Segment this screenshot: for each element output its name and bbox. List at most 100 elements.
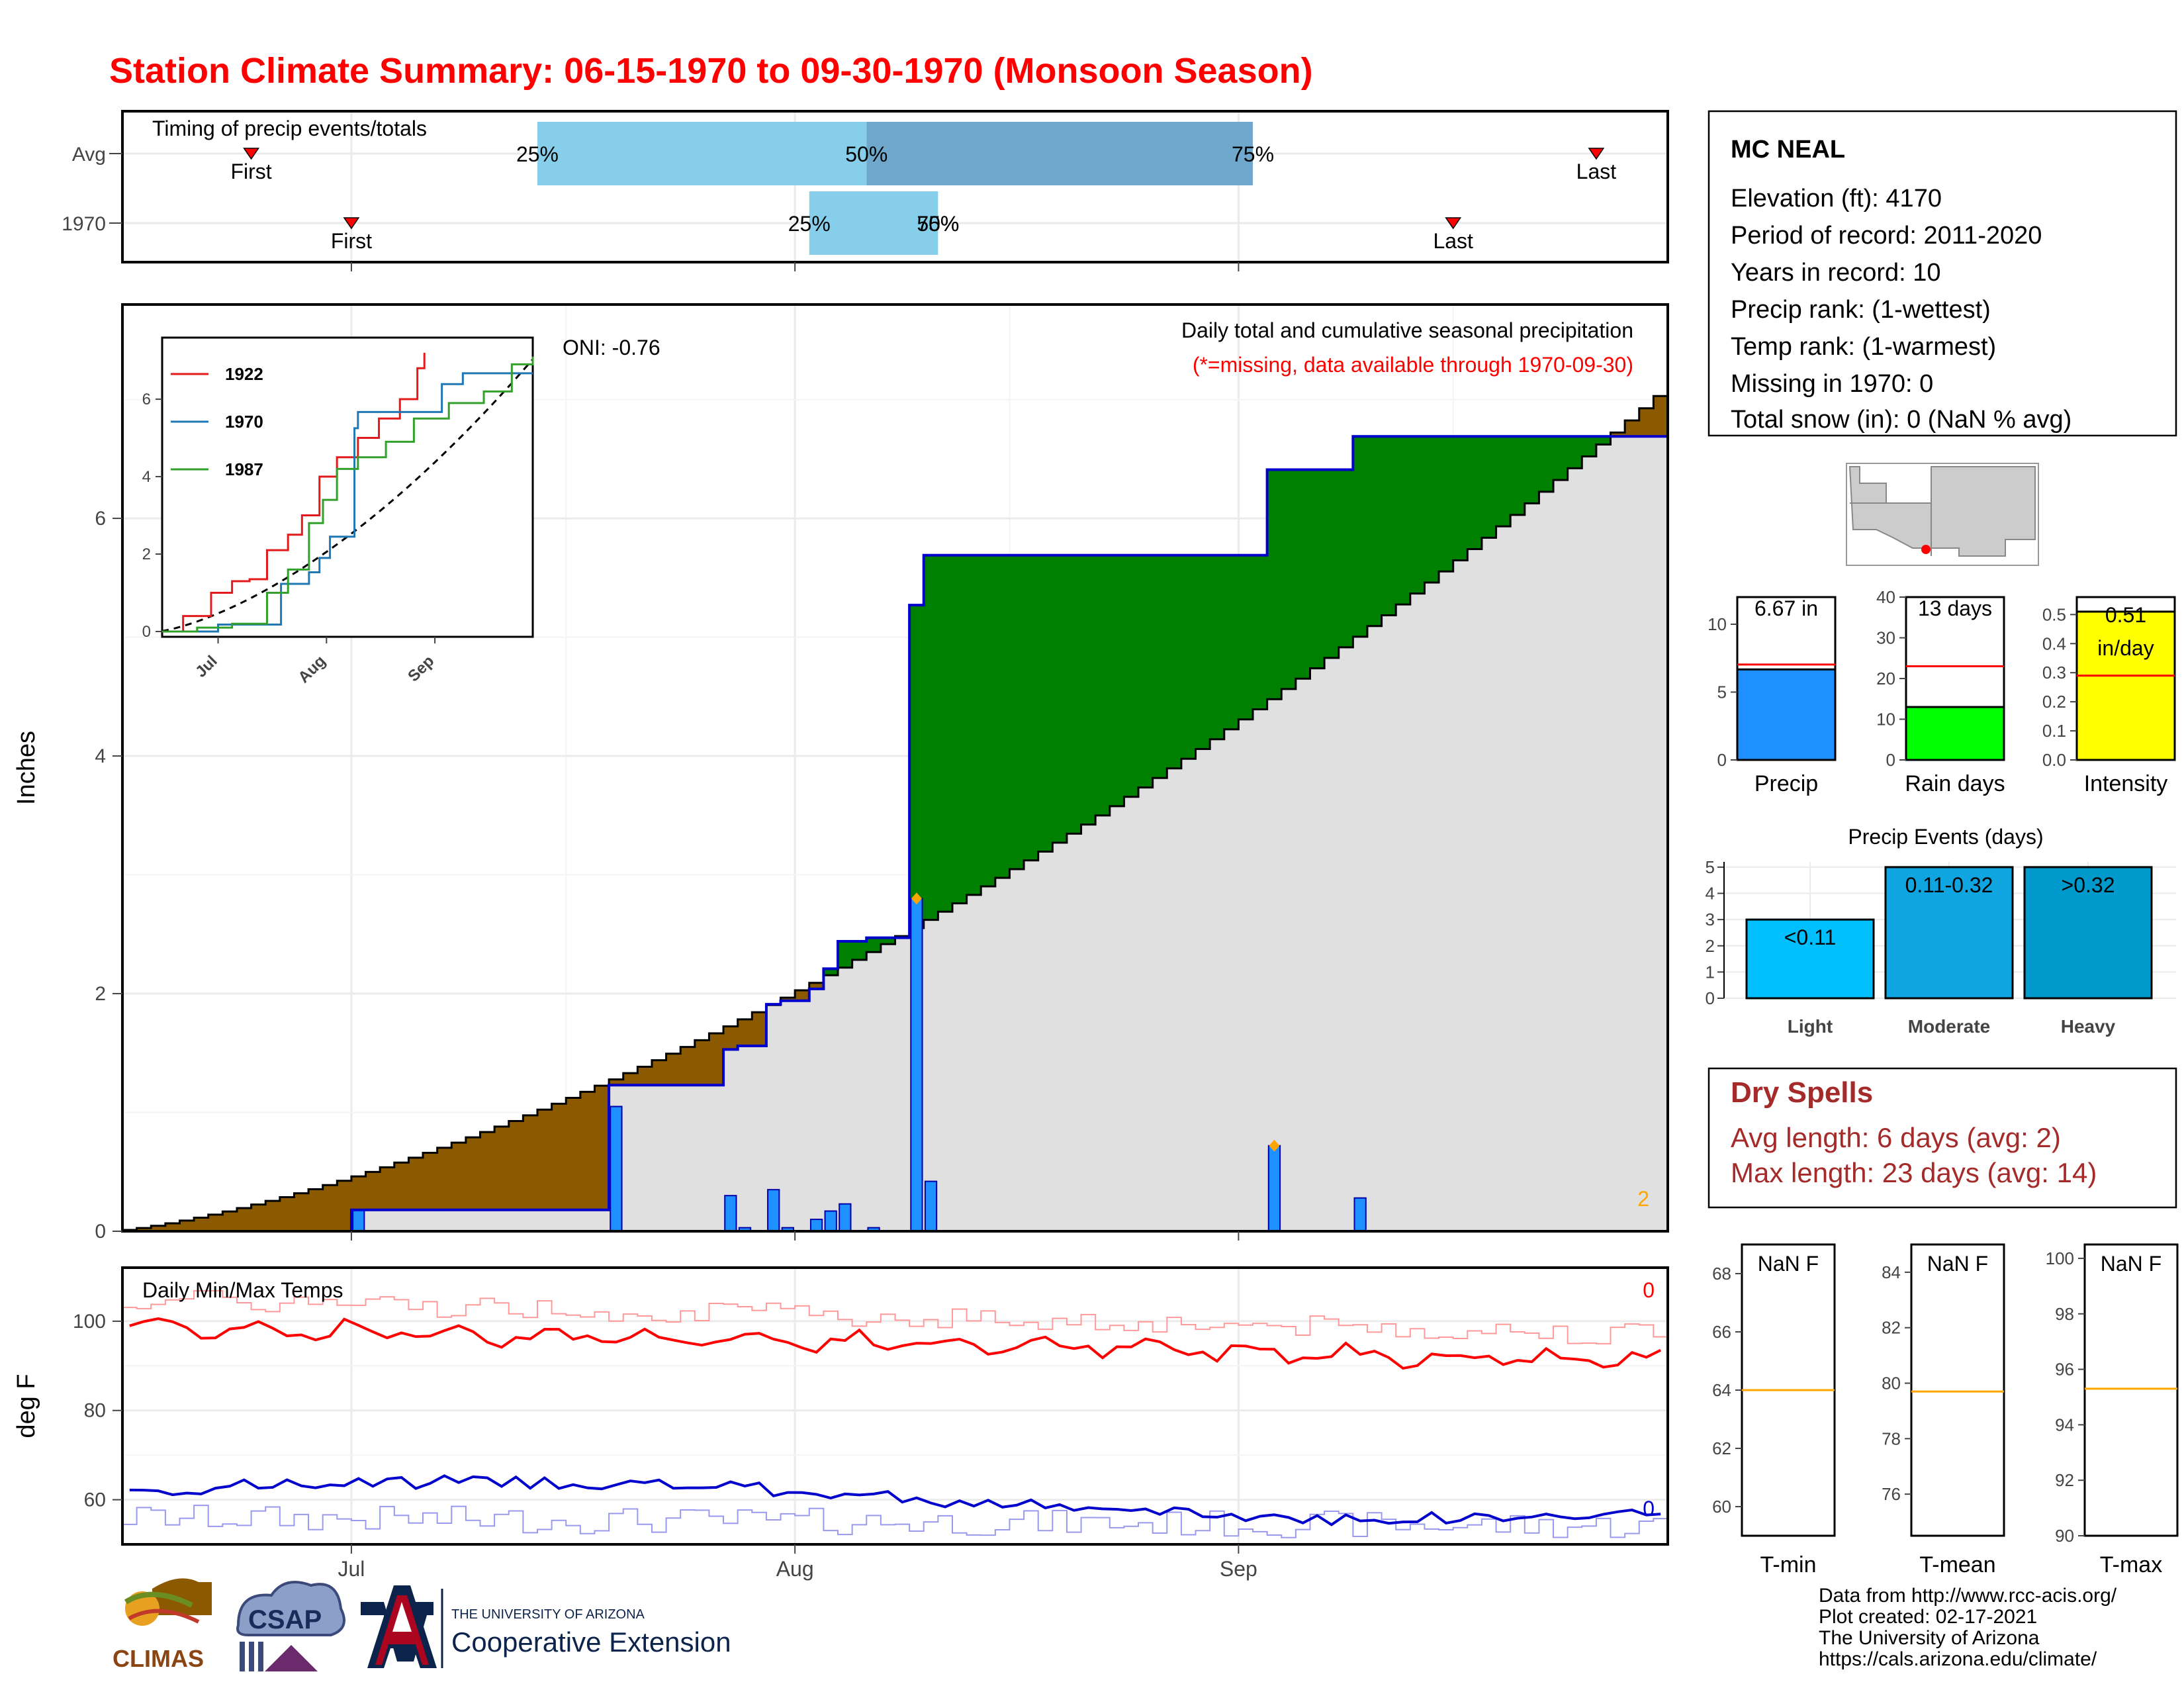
last-event-label: Last — [1576, 160, 1617, 183]
below-average-area — [537, 1109, 553, 1210]
daily-precip-bar — [1267, 1145, 1281, 1233]
below-average-area — [437, 1147, 452, 1210]
above-average-area — [1338, 469, 1353, 647]
summary-bar-precip: 0 5 10 Precip 6.67 in — [1707, 596, 1837, 796]
below-average-area — [666, 1053, 681, 1086]
below-average-area — [208, 1214, 223, 1231]
event-bar-light — [1745, 918, 1875, 1000]
below-average-area — [136, 1228, 152, 1231]
inset-y-tick-label: 6 — [142, 391, 151, 408]
event-bar-label: 0.11-0.32 — [1905, 873, 1993, 897]
above-average-area — [1238, 555, 1253, 720]
precip-panel: 0 2 4 6 Inches ONI: -0.76 Daily total and c… — [13, 303, 1669, 1243]
inset-legend-label: 1922 — [225, 364, 263, 384]
above-average-area — [1582, 436, 1597, 457]
below-average-area — [580, 1092, 596, 1210]
inset-x-tick-label: Aug — [295, 652, 329, 686]
events-tick-label: 4 — [1706, 884, 1715, 904]
first-event-label: First — [331, 229, 372, 253]
timing-row-avg-label: Avg — [72, 144, 106, 165]
below-average-area — [380, 1167, 395, 1210]
above-average-area — [1224, 555, 1239, 729]
events-title: Precip Events (days) — [1848, 825, 2043, 849]
above-average-area — [1295, 469, 1311, 679]
timing-q75-label: 75% — [917, 212, 959, 236]
temp-y-tick-label: 80 — [84, 1400, 106, 1422]
summary-bar-tick-label: 0.3 — [2042, 663, 2066, 682]
timing-title: Timing of precip events/totals — [152, 117, 427, 140]
station-snow: Total snow (in): 0 (NaN % avg) — [1731, 406, 2071, 434]
state-outline — [1848, 466, 2036, 557]
summary-bar-value — [1905, 706, 2005, 761]
tbox-tick-label: 82 — [1882, 1318, 1901, 1338]
temps-frame — [121, 1266, 1669, 1546]
tmin-line — [129, 1474, 1661, 1526]
inset-x-tick-label: Jul — [192, 652, 221, 681]
tmin-missing-count: 0 — [1643, 1497, 1655, 1521]
above-average-area — [1510, 436, 1525, 515]
event-category-label: Heavy — [2061, 1016, 2116, 1037]
above-average-area — [995, 555, 1011, 878]
missing-count: 2 — [1637, 1187, 1649, 1211]
station-years: Years in record: 10 — [1731, 259, 1941, 287]
above-average-area — [1439, 436, 1454, 572]
above-average-area — [981, 555, 996, 887]
above-average-area — [938, 555, 953, 912]
footer-university: The University of Arizona — [1819, 1627, 2040, 1649]
timing-frame — [121, 110, 1669, 263]
summary-bar-value-text: 13 days — [1918, 596, 1992, 620]
summary-bar-tick-label: 10 — [1707, 614, 1727, 634]
below-average-area — [365, 1172, 381, 1210]
below-average-area — [165, 1223, 181, 1231]
below-average-area — [351, 1176, 367, 1210]
below-average-area — [337, 1180, 352, 1231]
above-average-area — [1467, 436, 1482, 549]
tbox-value-text: NaN F — [1758, 1252, 1819, 1276]
timing-q25-label: 25% — [516, 142, 559, 166]
summary-bar-tick-label: 0.2 — [2042, 692, 2066, 712]
precip-frame — [121, 303, 1669, 1233]
below-average-area — [594, 1086, 610, 1210]
precip-ylabel: Inches — [13, 731, 40, 805]
above-average-area — [1453, 436, 1468, 561]
below-average-area — [623, 1073, 638, 1086]
observed-cumulative-line — [122, 435, 1668, 1233]
events-tick-label: 0 — [1706, 988, 1715, 1008]
below-average-area — [294, 1193, 309, 1231]
summary-bar-charts: 0 5 10 Precip 6.67 in 0 10 20 30 40 Rain days 13 da… — [1707, 587, 2176, 796]
above-average-area — [838, 941, 853, 968]
below-average-area — [423, 1152, 438, 1210]
record-marker — [1269, 1139, 1280, 1152]
above-average-area — [1167, 555, 1182, 769]
above-average-area — [1038, 555, 1053, 852]
last-event-marker — [1445, 217, 1462, 230]
summary-bar-tick-label: 5 — [1717, 682, 1727, 702]
summary-bar-tick-label: 10 — [1876, 710, 1895, 729]
tbox-tick-label: 92 — [2055, 1470, 2074, 1490]
dry-spells-avg: Avg length: 6 days (avg: 2) — [1731, 1122, 2061, 1153]
above-average-area — [1524, 436, 1540, 504]
above-average-area — [1267, 469, 1282, 700]
below-average-area — [1639, 408, 1654, 437]
event-category-label: Light — [1788, 1016, 1833, 1037]
y-tick-label: 0 — [95, 1221, 106, 1243]
above-average-area — [1481, 436, 1497, 538]
daily-precip-bar — [910, 898, 923, 1233]
tmin-average-line — [122, 1505, 1668, 1538]
timing-bar-q2 — [866, 122, 1253, 185]
summary-bar-value — [1736, 668, 1837, 761]
summary-bar-value-text: 6.67 in — [1754, 596, 1818, 620]
tbox-tick-label: 98 — [2055, 1304, 2074, 1324]
tbox-tick-label: 84 — [1882, 1262, 1901, 1282]
below-average-area — [795, 990, 810, 1001]
footer-url: https://cals.arizona.edu/climate/ — [1819, 1648, 2097, 1670]
below-average-area — [179, 1220, 195, 1231]
below-average-area — [566, 1098, 581, 1210]
station-location-marker — [1921, 545, 1931, 554]
tbox-t-max: 90 92 94 96 98 100 NaN F T-max — [2046, 1243, 2179, 1577]
tbox-t-min: 60 62 64 66 68 NaN F T-min — [1712, 1243, 1836, 1577]
x-tick-label: Jul — [338, 1557, 365, 1581]
above-average-area — [1424, 436, 1439, 583]
above-average-area — [852, 941, 867, 961]
